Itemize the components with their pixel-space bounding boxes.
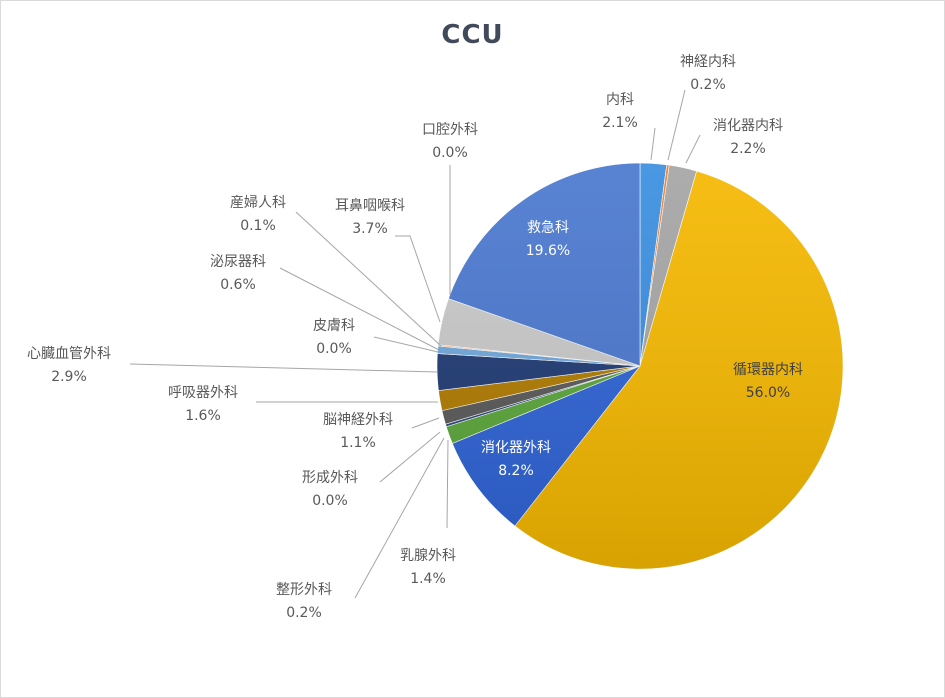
leader-line-7 — [354, 437, 445, 599]
leader-line-12 — [373, 336, 439, 353]
slice-percent-12: 0.0% — [316, 341, 352, 357]
slice-percent-14: 0.1% — [240, 218, 276, 234]
slice-percent-11: 2.9% — [51, 369, 87, 385]
slice-label-2: 神経内科 — [680, 54, 736, 70]
slice-label-7: 整形外科 — [276, 582, 332, 598]
slice-percent-5: 8.2% — [498, 463, 534, 479]
leader-line-11 — [129, 363, 438, 373]
slice-percent-17: 19.6% — [526, 243, 570, 259]
slice-label-10: 呼吸器外科 — [168, 385, 238, 401]
slice-label-5: 消化器外科 — [481, 440, 551, 456]
slice-percent-7: 0.2% — [286, 605, 322, 621]
leader-line-1 — [650, 127, 656, 161]
slice-label-13: 泌尿器科 — [210, 254, 266, 270]
leader-line-6 — [446, 439, 449, 529]
slice-percent-9: 1.1% — [340, 435, 376, 451]
slice-label-9: 脳神経外科 — [323, 412, 393, 428]
slice-label-8: 形成外科 — [302, 470, 358, 486]
slice-percent-10: 1.6% — [185, 408, 221, 424]
leader-line-3 — [685, 134, 701, 164]
slice-percent-6: 1.4% — [410, 571, 446, 587]
slice-percent-8: 0.0% — [312, 493, 348, 509]
slice-label-4: 循環器内科 — [733, 362, 803, 378]
leader-line-2 — [667, 89, 686, 161]
slice-percent-13: 0.6% — [220, 277, 256, 293]
slice-percent-2: 0.2% — [690, 77, 726, 93]
leader-line-8 — [379, 431, 441, 483]
slice-label-11: 心臓血管外科 — [27, 346, 111, 362]
slice-label-16: 口腔外科 — [422, 122, 478, 138]
slice-label-6: 乳腺外科 — [400, 548, 456, 564]
slice-percent-1: 2.1% — [602, 115, 638, 131]
chart-title: CCU — [441, 20, 504, 50]
slice-label-3: 消化器内科 — [713, 118, 783, 134]
slice-label-14: 産婦人科 — [230, 194, 286, 211]
slice-label-1: 内科 — [606, 92, 634, 108]
slice-percent-4: 56.0% — [746, 385, 790, 401]
leader-line-14 — [295, 211, 442, 347]
slice-percent-15: 3.7% — [352, 221, 388, 237]
leader-line-9 — [411, 417, 440, 429]
slice-label-17: 救急科 — [527, 220, 569, 236]
slice-label-15: 耳鼻咽喉科 — [335, 197, 405, 214]
slice-percent-16: 0.0% — [432, 145, 468, 161]
leader-line-15 — [395, 235, 441, 323]
leader-line-13 — [279, 267, 440, 351]
slice-label-12: 皮膚科 — [313, 318, 355, 334]
slice-percent-3: 2.2% — [730, 141, 766, 157]
